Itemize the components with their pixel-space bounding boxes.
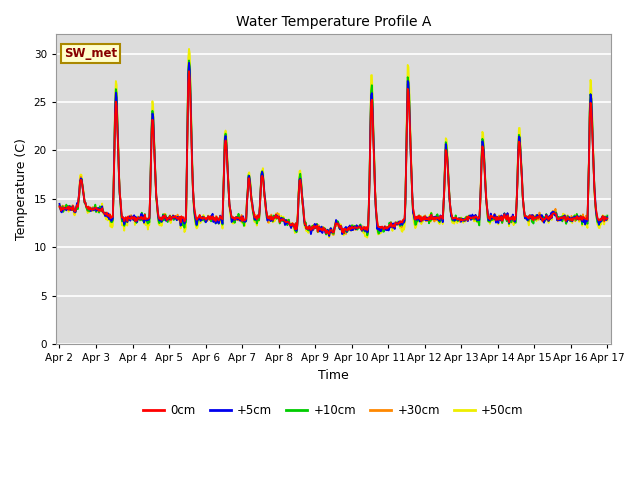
+10cm xyxy=(417,219,425,225)
+10cm xyxy=(207,218,215,224)
+30cm xyxy=(604,216,611,221)
Line: +5cm: +5cm xyxy=(60,63,607,236)
+50cm xyxy=(364,235,371,240)
+10cm xyxy=(364,232,371,238)
0cm xyxy=(65,204,73,210)
Text: SW_met: SW_met xyxy=(64,47,117,60)
+5cm xyxy=(122,215,130,220)
+30cm xyxy=(325,232,333,238)
+30cm xyxy=(177,214,185,219)
+5cm xyxy=(401,200,409,206)
+10cm xyxy=(185,58,193,63)
+5cm xyxy=(177,216,185,221)
+50cm xyxy=(65,203,73,209)
X-axis label: Time: Time xyxy=(318,369,349,382)
+10cm xyxy=(122,216,130,222)
0cm xyxy=(325,231,333,237)
Line: +50cm: +50cm xyxy=(60,49,607,238)
+50cm xyxy=(417,221,425,227)
+30cm xyxy=(401,197,409,203)
Legend: 0cm, +5cm, +10cm, +30cm, +50cm: 0cm, +5cm, +10cm, +30cm, +50cm xyxy=(138,399,529,422)
+50cm xyxy=(207,217,215,223)
Title: Water Temperature Profile A: Water Temperature Profile A xyxy=(236,15,431,29)
0cm xyxy=(417,218,425,224)
+30cm xyxy=(417,217,425,223)
+10cm xyxy=(177,216,185,221)
0cm xyxy=(401,196,409,202)
+50cm xyxy=(122,216,130,222)
+30cm xyxy=(65,204,73,210)
+10cm xyxy=(56,203,63,208)
0cm xyxy=(207,216,215,222)
+5cm xyxy=(325,233,333,239)
Line: +30cm: +30cm xyxy=(60,66,607,235)
0cm xyxy=(56,204,63,209)
+50cm xyxy=(185,46,193,52)
+50cm xyxy=(56,201,63,207)
+5cm xyxy=(604,215,611,220)
0cm xyxy=(177,214,185,219)
Line: 0cm: 0cm xyxy=(60,71,607,234)
+30cm xyxy=(185,63,193,69)
+30cm xyxy=(207,215,215,221)
+10cm xyxy=(604,213,611,218)
0cm xyxy=(185,68,193,74)
Y-axis label: Temperature (C): Temperature (C) xyxy=(15,138,28,240)
+50cm xyxy=(604,217,611,223)
+5cm xyxy=(56,201,63,207)
+5cm xyxy=(65,203,73,209)
Line: +10cm: +10cm xyxy=(60,60,607,235)
+5cm xyxy=(207,216,215,221)
0cm xyxy=(122,215,130,220)
+5cm xyxy=(417,216,425,222)
+5cm xyxy=(185,60,193,66)
+10cm xyxy=(65,206,73,212)
+30cm xyxy=(56,204,63,210)
+50cm xyxy=(177,219,185,225)
+10cm xyxy=(401,200,409,205)
+30cm xyxy=(122,215,130,220)
0cm xyxy=(604,216,611,221)
+50cm xyxy=(401,201,409,206)
